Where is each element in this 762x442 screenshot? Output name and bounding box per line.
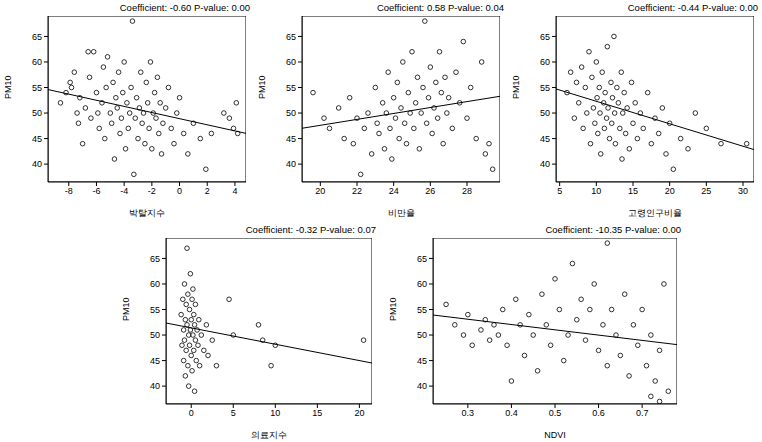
svg-text:26: 26 [425, 186, 435, 196]
svg-text:50: 50 [417, 330, 427, 340]
svg-text:PM10: PM10 [511, 75, 521, 99]
svg-text:PM10: PM10 [121, 297, 131, 321]
svg-text:0.6: 0.6 [592, 408, 605, 418]
svg-text:5: 5 [557, 186, 562, 196]
svg-text:5: 5 [231, 408, 236, 418]
svg-text:PM10: PM10 [257, 75, 267, 99]
svg-text:2: 2 [205, 186, 210, 196]
html-text:Coefficient: -0.32 P-value: 0.: Coefficient: -0.32 P-value: 0.07 [245, 224, 376, 235]
html-text:Coefficient: -10.35 P-value: 0: Coefficient: -10.35 P-value: 0.00 [545, 224, 681, 235]
svg-text:10: 10 [591, 186, 601, 196]
svg-text:60: 60 [150, 279, 160, 289]
svg-text:NDVI: NDVI [544, 430, 566, 440]
svg-text:고령인구비율: 고령인구비율 [628, 208, 682, 218]
svg-text:15: 15 [312, 408, 322, 418]
svg-text:40: 40 [417, 381, 427, 391]
svg-text:40: 40 [286, 159, 296, 169]
svg-text:PM10: PM10 [8, 75, 13, 99]
svg-text:20: 20 [665, 186, 675, 196]
svg-text:55: 55 [32, 83, 42, 93]
svg-text:20: 20 [315, 186, 325, 196]
svg-text:65: 65 [150, 254, 160, 264]
html-text:Coefficient: 0.58 P-value: 0.0: Coefficient: 0.58 P-value: 0.04 [376, 2, 504, 13]
svg-text:-6: -6 [92, 186, 100, 196]
svg-text:60: 60 [417, 279, 427, 289]
svg-text:45: 45 [286, 134, 296, 144]
svg-text:-2: -2 [148, 186, 156, 196]
svg-text:의료지수: 의료지수 [251, 430, 287, 440]
svg-text:0: 0 [177, 186, 182, 196]
svg-text:65: 65 [540, 32, 550, 42]
svg-text:40: 40 [540, 159, 550, 169]
svg-text:0.4: 0.4 [505, 408, 518, 418]
svg-text:45: 45 [540, 134, 550, 144]
svg-text:25: 25 [701, 186, 711, 196]
svg-text:50: 50 [150, 330, 160, 340]
svg-text:0.7: 0.7 [636, 408, 649, 418]
svg-text:0: 0 [189, 408, 194, 418]
svg-text:45: 45 [32, 134, 42, 144]
svg-text:28: 28 [462, 186, 472, 196]
html-text:Coefficient: -0.44 P-value: 0.: Coefficient: -0.44 P-value: 0.00 [627, 2, 758, 13]
svg-text:40: 40 [32, 159, 42, 169]
svg-text:50: 50 [540, 108, 550, 118]
html-text:Coefficient: -0.60 P-value: 0.: Coefficient: -0.60 P-value: 0.00 [119, 2, 250, 13]
svg-text:-4: -4 [120, 186, 128, 196]
svg-text:60: 60 [286, 57, 296, 67]
svg-text:비만율: 비만율 [388, 208, 415, 218]
svg-text:60: 60 [32, 57, 42, 67]
svg-text:0.3: 0.3 [462, 408, 475, 418]
svg-text:40: 40 [150, 381, 160, 391]
svg-text:30: 30 [738, 186, 748, 196]
svg-text:50: 50 [32, 108, 42, 118]
svg-text:55: 55 [150, 305, 160, 315]
svg-text:65: 65 [286, 32, 296, 42]
svg-text:55: 55 [286, 83, 296, 93]
svg-text:-8: -8 [65, 186, 73, 196]
svg-text:55: 55 [540, 83, 550, 93]
svg-text:0.5: 0.5 [549, 408, 562, 418]
svg-text:15: 15 [628, 186, 638, 196]
svg-text:45: 45 [150, 356, 160, 366]
svg-text:20: 20 [354, 408, 364, 418]
svg-text:65: 65 [32, 32, 42, 42]
svg-text:60: 60 [540, 57, 550, 67]
svg-text:PM10: PM10 [388, 297, 398, 321]
svg-text:65: 65 [417, 254, 427, 264]
svg-text:55: 55 [417, 305, 427, 315]
svg-text:24: 24 [389, 186, 399, 196]
svg-text:박탈지수: 박탈지수 [129, 208, 165, 218]
svg-text:4: 4 [232, 186, 237, 196]
svg-text:45: 45 [417, 356, 427, 366]
svg-text:50: 50 [286, 108, 296, 118]
svg-text:10: 10 [270, 408, 280, 418]
svg-text:22: 22 [352, 186, 362, 196]
